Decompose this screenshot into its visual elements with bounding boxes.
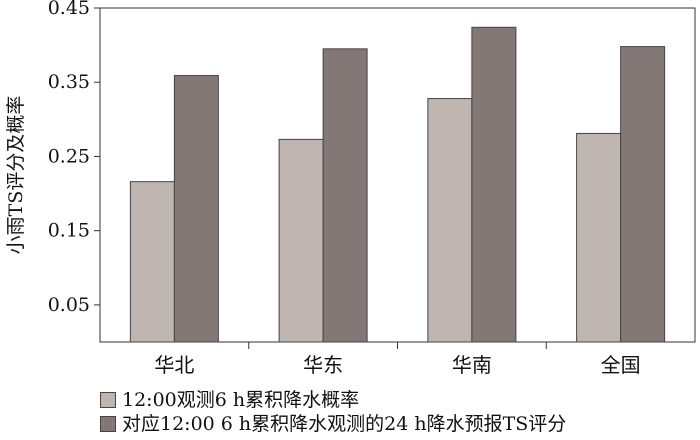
y-tick-label: 0.25 (48, 145, 90, 167)
bar-2-3 (471, 26, 517, 343)
y-tick-label: 0.15 (48, 220, 90, 242)
legend-label-series-1: 12:00观测6 h累积降水概率 (122, 389, 360, 411)
y-tick-label: 0.45 (48, 0, 90, 19)
bar-2-4 (620, 46, 666, 343)
bar-1-4 (576, 132, 622, 343)
chart-bars (129, 26, 666, 343)
chart-axes (94, 7, 696, 349)
bar-1-2 (278, 138, 324, 343)
y-axis-label: 小雨TS评分及概率 (5, 96, 27, 255)
legend-label-series-2: 对应12:00 6 h累积降水观测的24 h降水预报TS评分 (122, 413, 567, 435)
legend-item-series-2: 对应12:00 6 h累积降水观测的24 h降水预报TS评分 (100, 412, 566, 436)
legend-swatch-series-2 (100, 416, 116, 432)
bar-1-1 (129, 181, 175, 343)
y-tick-label: 0.05 (48, 294, 90, 316)
x-category-label: 华南 (452, 353, 492, 377)
x-category-label: 华北 (154, 353, 194, 377)
x-category-label: 全国 (601, 353, 641, 377)
x-category-label: 华东 (303, 353, 343, 377)
legend-swatch-series-1 (100, 392, 116, 408)
bar-1-3 (427, 98, 473, 343)
y-tick-label: 0.35 (48, 71, 90, 93)
bar-2-2 (322, 48, 368, 343)
legend-item-series-1: 12:00观测6 h累积降水概率 (100, 388, 566, 412)
chart-legend: 12:00观测6 h累积降水概率 对应12:00 6 h累积降水观测的24 h降… (100, 388, 566, 436)
chart-labels: 0.05 0.15 0.25 0.35 0.45 华北 华东 华南 全国 (48, 0, 641, 377)
bar-2-1 (173, 75, 219, 343)
